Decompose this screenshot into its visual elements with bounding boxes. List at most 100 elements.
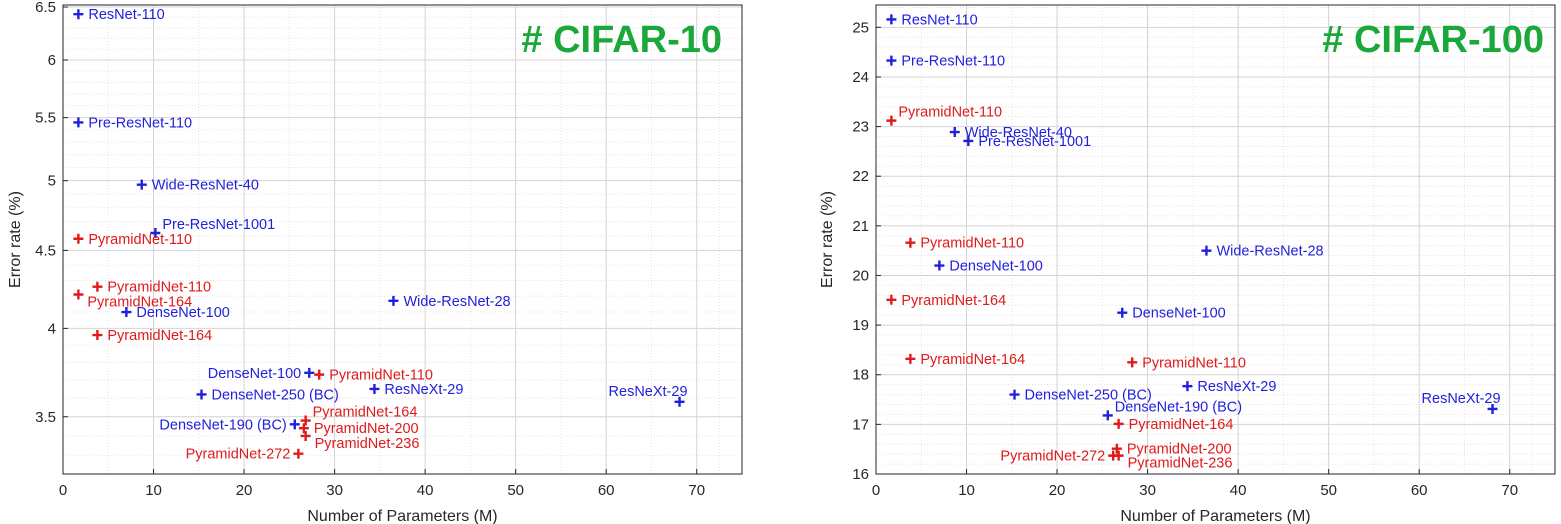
chart1-point-marker <box>1127 357 1138 368</box>
chart0-point-marker <box>300 430 311 441</box>
chart0-point-label: PyramidNet-110 <box>329 368 433 384</box>
chart1-xtick-label: 50 <box>1320 482 1337 499</box>
chart0-point-label: Wide-ResNet-40 <box>152 178 259 194</box>
chart1-ytick-label: 18 <box>852 367 869 384</box>
chart1-point-marker <box>886 115 897 126</box>
chart1-ytick-label: 17 <box>852 416 869 433</box>
chart0-point-label: DenseNet-190 (BC) <box>159 417 286 433</box>
chart0-point-label: PyramidNet-236 <box>315 436 420 452</box>
chart1-point-marker <box>934 260 945 271</box>
chart0-title: # CIFAR-10 <box>521 19 722 61</box>
chart0-point-marker <box>73 117 84 128</box>
chart1-point-label: PyramidNet-164 <box>901 293 1006 309</box>
chart1-point-marker <box>886 294 897 305</box>
chart1-point-label: PyramidNet-236 <box>1128 456 1233 472</box>
chart0-xtick-label: 70 <box>688 482 705 499</box>
chart0-point-marker <box>92 330 103 341</box>
chart0-point-marker <box>314 369 325 380</box>
chart1-point-label: Wide-ResNet-40 <box>965 125 1072 141</box>
chart0-point-label: Pre-ResNet-1001 <box>162 217 275 233</box>
chart1-point-marker <box>1117 307 1128 318</box>
chart1-x-axis-label: Number of Parameters (M) <box>1120 508 1310 524</box>
chart1-xtick-label: 10 <box>958 482 975 499</box>
chart0-ytick-label: 3.5 <box>35 409 56 426</box>
chart0-plot-area <box>63 5 742 474</box>
chart0-x-axis-label: Number of Parameters (M) <box>307 508 497 524</box>
chart0-point-label: PyramidNet-164 <box>107 328 212 344</box>
chart0-point-label: PyramidNet-164 <box>87 295 192 311</box>
chart0-point-marker <box>92 281 103 292</box>
chart1-ytick-label: 25 <box>852 19 869 36</box>
chart0-ytick-label: 4 <box>48 320 56 337</box>
chart1-y-axis-label: Error rate (%) <box>819 191 836 288</box>
chart1-point-marker <box>963 135 974 146</box>
chart1-ytick-label: 24 <box>852 69 869 86</box>
chart1-point-marker <box>1182 381 1193 392</box>
chart1-points: ResNet-110 Pre-ResNet-110 PyramidNet-110 Wi… <box>886 12 1501 472</box>
chart0-ytick-label: 6 <box>48 52 56 69</box>
chart0-xtick-label: 30 <box>326 482 343 499</box>
chart1-point-marker <box>1009 389 1020 400</box>
chart1-point-marker <box>886 14 897 25</box>
chart1-xtick-label: 70 <box>1501 482 1518 499</box>
chart0-xtick-label: 40 <box>417 482 434 499</box>
chart1-point-marker <box>886 55 897 66</box>
chart1-point-marker <box>1201 245 1212 256</box>
chart0-ytick-label: 6.5 <box>35 0 56 16</box>
chart1-point-label: PyramidNet-164 <box>920 352 1025 368</box>
chart0-point-label: DenseNet-100 <box>136 305 230 321</box>
chart1-point-label: Wide-ResNet-28 <box>1216 244 1323 260</box>
chart1-ytick-label: 16 <box>852 466 869 483</box>
cifar100-chart: 0 10 20 30 40 50 60 70 16 17 18 19 20 21 22 23 24 25 Numbe… <box>819 4 1556 524</box>
chart1-point-label: ResNeXt-29 <box>1422 391 1501 407</box>
chart0-point-label: ResNet-110 <box>88 7 164 23</box>
chart0-point-label: Wide-ResNet-28 <box>403 294 510 310</box>
chart1-minor-grid <box>876 5 1555 474</box>
chart1-point-label: PyramidNet-164 <box>1129 417 1234 433</box>
chart0-ytick-label: 5 <box>48 173 56 190</box>
chart1-point-marker <box>1111 443 1122 454</box>
chart0-point-marker <box>300 415 311 426</box>
chart0-point-marker <box>674 396 685 407</box>
chart0-point-marker <box>121 307 132 318</box>
cifar10-chart: 0 10 20 30 40 50 60 70 3.5 4 4.5 5 5.5 6 6.5 Number of … <box>7 0 743 524</box>
chart1-xtick-label: 0 <box>872 482 880 499</box>
chart0-point-label: PyramidNet-272 <box>186 447 291 463</box>
chart1-ytick-label: 22 <box>852 168 869 185</box>
chart0-point-marker <box>73 289 84 300</box>
chart0-point-marker <box>298 423 309 434</box>
chart1-point-marker <box>905 237 916 248</box>
chart1-point-label: PyramidNet-110 <box>920 236 1024 252</box>
chart1-point-marker <box>1113 418 1124 429</box>
chart1-ytick-label: 20 <box>852 267 869 284</box>
chart1-point-label: DenseNet-100 <box>949 259 1042 275</box>
chart0-point-marker <box>73 9 84 20</box>
chart0-point-label: PyramidNet-110 <box>107 280 211 296</box>
chart0-point-label: PyramidNet-164 <box>313 405 418 421</box>
chart1-point-marker <box>905 353 916 364</box>
chart1-point-label: PyramidNet-110 <box>898 105 1002 121</box>
chart1-point-label: Pre-ResNet-1001 <box>978 134 1091 150</box>
chart1-point-label: ResNeXt-29 <box>1197 379 1276 395</box>
chart0-point-marker <box>289 419 300 430</box>
chart1-point-label: PyramidNet-110 <box>1142 355 1246 371</box>
chart1-point-label: PyramidNet-272 <box>1000 449 1105 465</box>
chart1-point-marker <box>949 127 960 138</box>
chart1-plot-area <box>876 5 1555 474</box>
chart1-point-label: DenseNet-250 (BC) <box>1025 388 1152 404</box>
chart0-points: ResNet-110 Pre-ResNet-110 Wide-ResNet-40 Pr… <box>73 7 688 463</box>
chart1-title: # CIFAR-100 <box>1322 19 1544 61</box>
chart0-point-marker <box>369 383 380 394</box>
chart1-point-label: DenseNet-190 (BC) <box>1115 399 1242 415</box>
chart0-y-axis-label: Error rate (%) <box>7 191 24 288</box>
chart0-point-marker <box>304 367 315 378</box>
chart1-point-marker <box>1102 410 1113 421</box>
chart0-point-marker <box>388 295 399 306</box>
chart1-frame <box>875 4 1556 475</box>
chart1-point-marker <box>1487 403 1498 414</box>
chart1-xtick-label: 20 <box>1049 482 1066 499</box>
chart1-xtick-label: 40 <box>1230 482 1247 499</box>
chart1-point-label: ResNet-110 <box>901 12 977 28</box>
chart0-point-label: DenseNet-250 (BC) <box>212 387 339 403</box>
